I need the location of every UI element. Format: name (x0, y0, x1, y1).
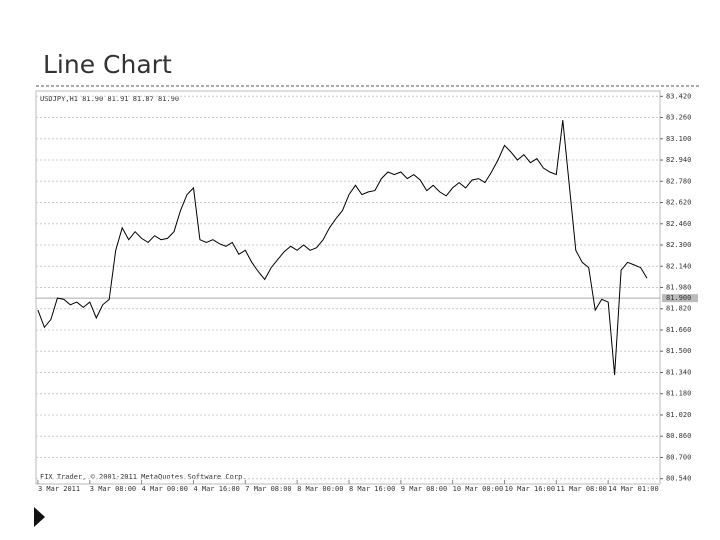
x-tick-label: 4 Mar 00:00 (142, 485, 188, 493)
chart-header: USDJPY,H1 81.90 81.91 81.87 81.90 (40, 95, 179, 103)
y-tick-label: 80.540 (666, 475, 691, 483)
y-tick-label: 81.660 (666, 326, 691, 334)
y-tick-label: 82.300 (666, 241, 691, 249)
x-tick-label: 3 Mar 08:00 (90, 485, 136, 493)
y-tick-label: 81.180 (666, 390, 691, 398)
x-tick-label: 14 Mar 01:00 (608, 485, 659, 493)
y-tick-label: 82.940 (666, 156, 691, 164)
x-tick-label: 10 Mar 00:00 (453, 485, 504, 493)
x-tick-label: 8 Mar 16:00 (349, 485, 395, 493)
y-tick-label: 82.140 (666, 262, 691, 270)
y-tick-label: 80.860 (666, 432, 691, 440)
slide-title: Line Chart (43, 50, 172, 79)
price-line-series (37, 120, 648, 376)
y-tick-label: 81.500 (666, 347, 691, 355)
y-tick-label: 81.820 (666, 305, 691, 313)
x-tick-label: 10 Mar 16:00 (504, 485, 555, 493)
price-label: 81.900 (666, 294, 691, 302)
y-tick-label: 81.340 (666, 368, 691, 376)
y-tick-label: 83.420 (666, 92, 691, 100)
y-tick-label: 83.260 (666, 114, 691, 122)
y-tick-label: 82.780 (666, 177, 691, 185)
bullet-arrow (34, 507, 45, 527)
x-tick-label: 4 Mar 16:00 (193, 485, 239, 493)
x-tick-label: 11 Mar 08:00 (556, 485, 607, 493)
chart-footer: FIX Trader, © 2001-2011 MetaQuotes Softw… (40, 473, 247, 481)
y-tick-label: 80.700 (666, 453, 691, 461)
x-tick-label: 3 Mar 2011 (38, 485, 80, 493)
price-tag (662, 294, 698, 303)
y-tick-label: 81.980 (666, 284, 691, 292)
y-tick-label: 82.620 (666, 199, 691, 207)
x-tick-label: 8 Mar 00:00 (297, 485, 343, 493)
y-tick-label: 82.460 (666, 220, 691, 228)
y-tick-label: 83.100 (666, 135, 691, 143)
x-tick-label: 9 Mar 08:00 (401, 485, 447, 493)
x-tick-label: 7 Mar 08:00 (245, 485, 291, 493)
y-tick-label: 81.020 (666, 411, 691, 419)
